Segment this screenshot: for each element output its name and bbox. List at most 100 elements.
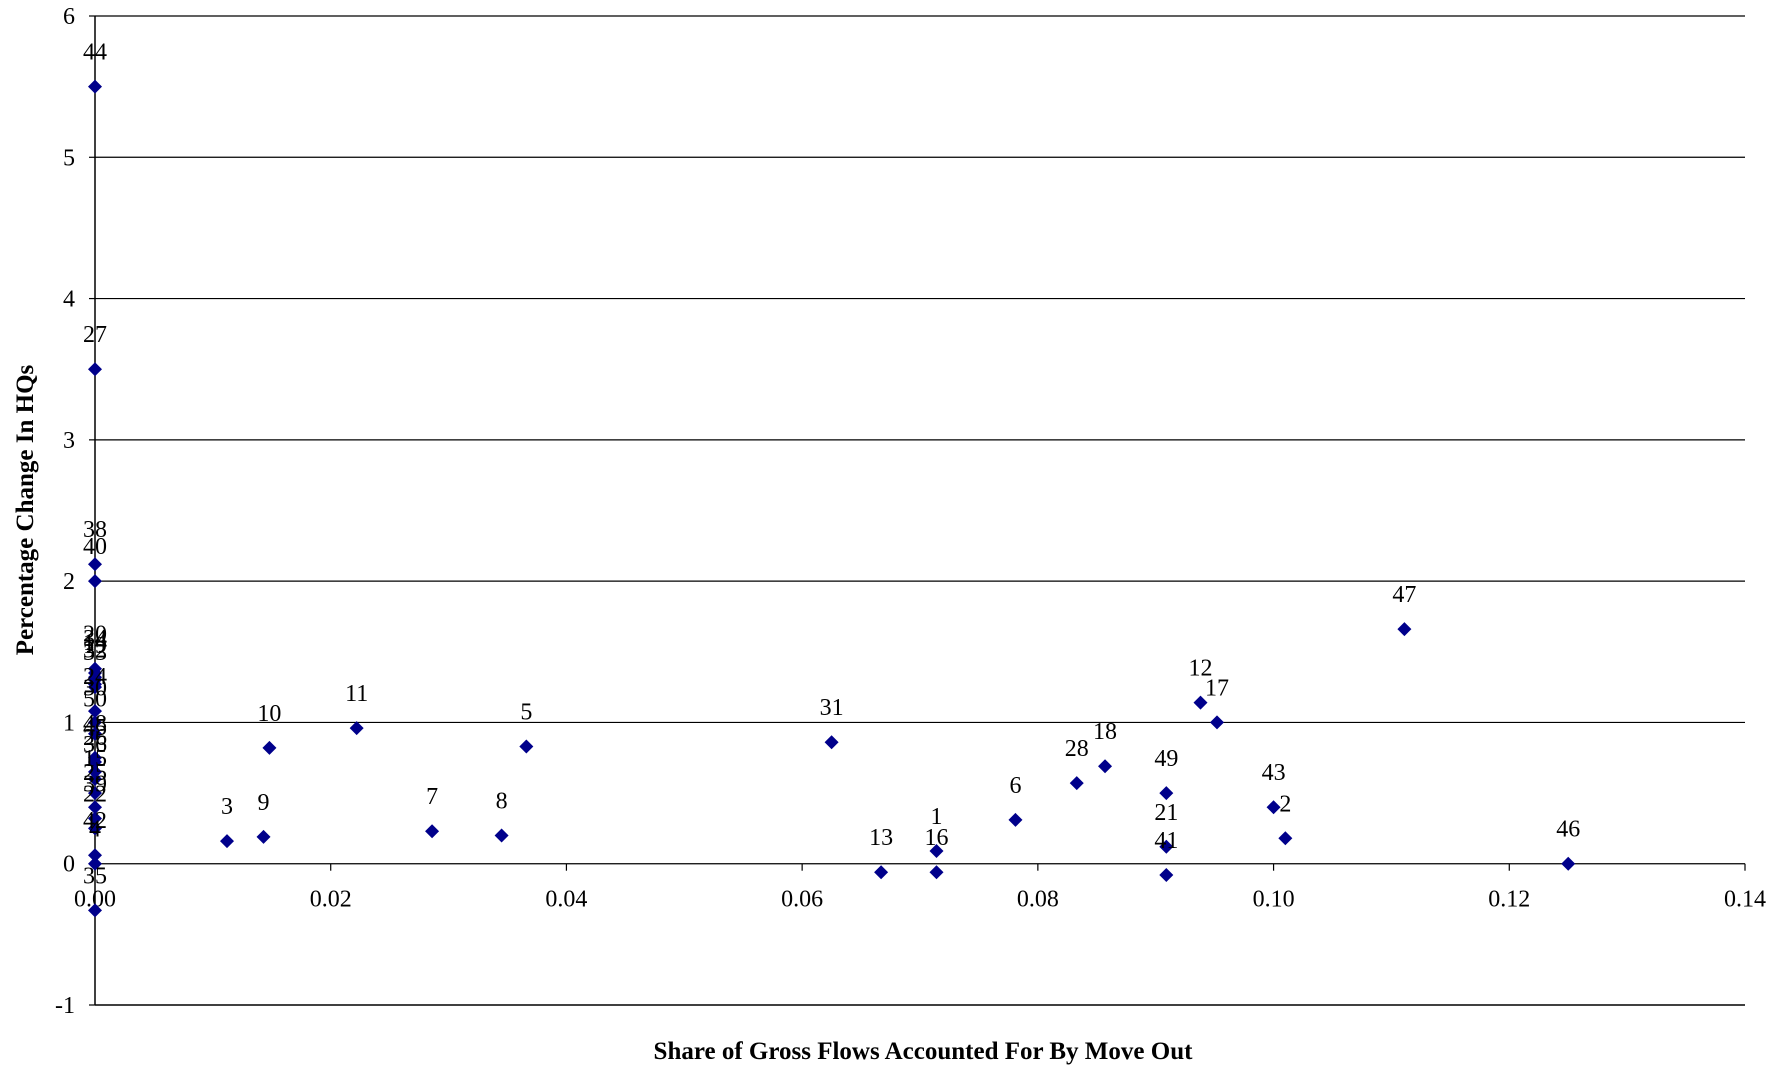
data-point (1159, 786, 1174, 801)
point-label: 18 (1093, 719, 1117, 745)
data-point (88, 856, 102, 871)
data-point (1098, 759, 1113, 774)
y-tick-label: 5 (63, 145, 75, 171)
point-label: 17 (1205, 675, 1229, 701)
data-point (929, 865, 944, 880)
data-point (88, 848, 102, 863)
data-point (88, 726, 102, 741)
point-label: 9 (258, 790, 270, 816)
point-label: 41 (1154, 828, 1178, 854)
point-label: 33 (83, 640, 107, 666)
point-label: 25 (83, 760, 107, 786)
point-label: 50 (83, 687, 107, 713)
point-label: 49 (1154, 746, 1178, 772)
point-label: 24 (83, 664, 107, 690)
data-point (1210, 715, 1224, 730)
point-label: 5 (520, 699, 532, 725)
point-label: 15 (83, 746, 107, 772)
point-label: 43 (1262, 760, 1286, 786)
data-point (88, 715, 102, 730)
data-point (88, 362, 102, 377)
data-point (1278, 831, 1293, 846)
point-label: 32 (83, 637, 107, 663)
data-point (349, 721, 364, 736)
point-label: 20 (83, 622, 107, 648)
data-point (88, 771, 102, 786)
data-point (88, 79, 102, 94)
point-label: 45 (83, 715, 107, 741)
data-point (220, 834, 234, 849)
data-point (1266, 800, 1281, 815)
y-tick-label: -1 (55, 993, 75, 1019)
point-label: 3 (221, 794, 233, 820)
data-point (88, 786, 102, 801)
point-label: 12 (1189, 656, 1213, 682)
point-label: 47 (1392, 582, 1416, 608)
point-label: 36 (83, 732, 107, 758)
point-label: 31 (820, 695, 844, 721)
data-point (88, 800, 102, 815)
y-tick-label: 3 (63, 428, 75, 454)
data-point (874, 865, 889, 880)
data-point (88, 680, 102, 695)
data-point (929, 843, 944, 858)
point-label: 26 (83, 725, 107, 751)
y-axis-title: Percentage Change In HQs (12, 364, 39, 655)
data-point (88, 557, 102, 572)
x-axis-title: Share of Gross Flows Accounted For By Mo… (654, 1038, 1194, 1065)
x-tick-label: 0.06 (781, 887, 823, 913)
point-label: 21 (1154, 800, 1178, 826)
data-point (88, 704, 102, 719)
point-labels: 4427384020341419323324305048452636152539… (83, 40, 1580, 890)
data-point (88, 764, 102, 779)
data-point (1159, 868, 1174, 883)
data-point (494, 828, 509, 843)
point-label: 2 (1279, 791, 1291, 817)
point-label: 42 (83, 808, 107, 834)
point-label: 14 (83, 630, 107, 656)
point-label: 38 (83, 517, 107, 543)
data-point (256, 829, 271, 844)
point-label: 13 (869, 825, 893, 851)
gridlines (95, 15, 1745, 865)
point-label: 6 (1009, 773, 1021, 799)
data-point (1193, 695, 1208, 710)
point-label: 39 (83, 772, 107, 798)
x-tick-label: 0.10 (1253, 887, 1295, 913)
point-label: 22 (83, 781, 107, 807)
data-point (1561, 856, 1576, 871)
data-point (88, 811, 102, 826)
point-label: 19 (83, 633, 107, 659)
x-tick-labels: 0.00 0.02 0.04 0.06 0.08 0.10 0.12 0.14 (74, 887, 1766, 913)
point-label: 35 (83, 863, 107, 889)
point-label: 11 (345, 681, 368, 707)
axes (89, 15, 1746, 1006)
point-label: 30 (83, 675, 107, 701)
data-point (1008, 812, 1023, 827)
data-points (88, 79, 1576, 918)
data-point (1159, 839, 1174, 854)
point-label: 34 (83, 626, 107, 652)
point-label: 48 (83, 711, 107, 737)
y-tick-label: 0 (63, 852, 75, 878)
data-point (88, 903, 102, 918)
data-point (1397, 622, 1412, 637)
point-label: 40 (83, 534, 107, 560)
point-label: 28 (1065, 736, 1089, 762)
y-tick-label: 1 (63, 710, 75, 736)
data-point (88, 821, 102, 836)
point-label: 44 (83, 40, 107, 66)
x-tick-label: 0.14 (1724, 887, 1766, 913)
point-label: 4 (89, 817, 101, 843)
y-tick-label: 2 (63, 569, 75, 595)
y-tick-label: 6 (63, 4, 75, 30)
x-tick-label: 0.04 (545, 887, 587, 913)
data-point (425, 824, 440, 839)
point-label: 8 (496, 788, 508, 814)
point-label: 7 (426, 784, 438, 810)
data-point (519, 739, 534, 754)
x-tick-label: 0.08 (1017, 887, 1059, 913)
data-point (262, 740, 277, 755)
